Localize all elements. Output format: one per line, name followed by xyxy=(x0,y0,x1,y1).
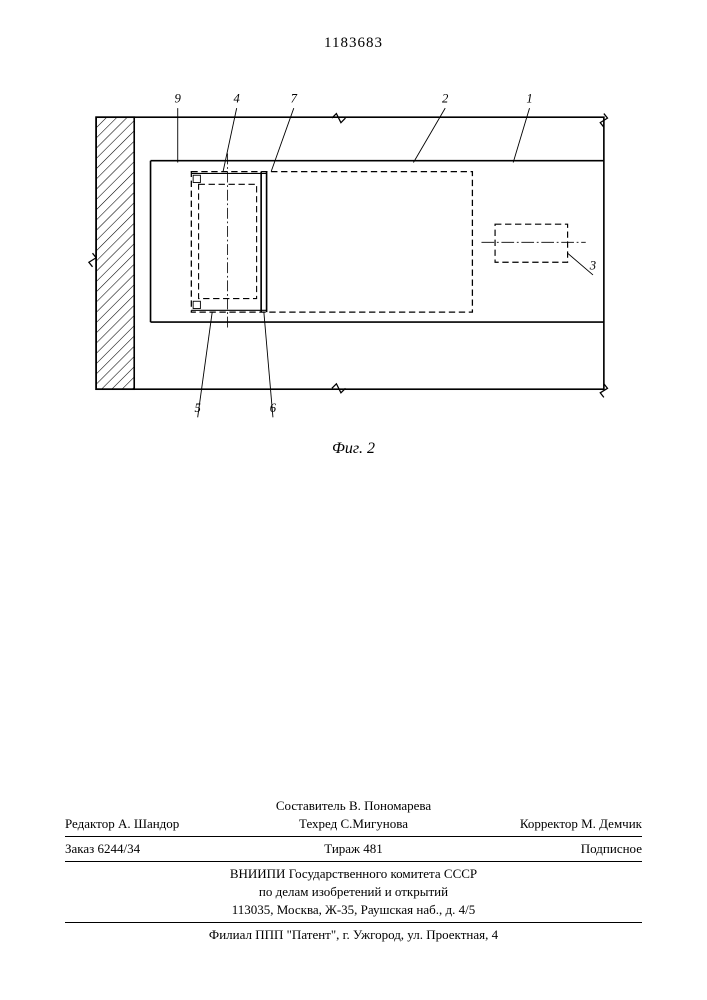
svg-text:9: 9 xyxy=(175,92,182,106)
svg-text:4: 4 xyxy=(233,92,240,106)
divider xyxy=(65,836,642,837)
svg-text:3: 3 xyxy=(589,259,596,273)
compiler-line: Составитель В. Пономарева xyxy=(65,798,642,814)
order-line: Заказ 6244/34 xyxy=(65,841,257,857)
org-line-2: по делам изобретений и открытий xyxy=(65,884,642,900)
figure-2: 9 4 7 2 1 3 5 6 xyxy=(70,90,630,430)
svg-text:5: 5 xyxy=(195,401,201,415)
org-line-1: ВНИИПИ Государственного комитета СССР xyxy=(65,866,642,882)
svg-text:7: 7 xyxy=(291,92,298,106)
divider xyxy=(65,861,642,862)
svg-text:1: 1 xyxy=(526,92,532,106)
tech-line: Техред С.Мигунова xyxy=(257,816,449,832)
address-line: 113035, Москва, Ж-35, Раушская наб., д. … xyxy=(65,902,642,918)
editor-line: Редактор А. Шандор xyxy=(65,816,257,832)
divider xyxy=(65,922,642,923)
subscription-line: Подписное xyxy=(450,841,642,857)
svg-text:6: 6 xyxy=(270,401,277,415)
svg-text:2: 2 xyxy=(442,92,449,106)
branch-line: Филиал ППП "Патент", г. Ужгород, ул. Про… xyxy=(65,927,642,943)
publication-footer: Составитель В. Пономарева Редактор А. Ша… xyxy=(65,796,642,945)
document-number: 1183683 xyxy=(0,35,707,52)
corrector-line: Корректор М. Демчик xyxy=(450,816,642,832)
figure-caption: Фиг. 2 xyxy=(0,440,707,458)
tirazh-line: Тираж 481 xyxy=(257,841,449,857)
